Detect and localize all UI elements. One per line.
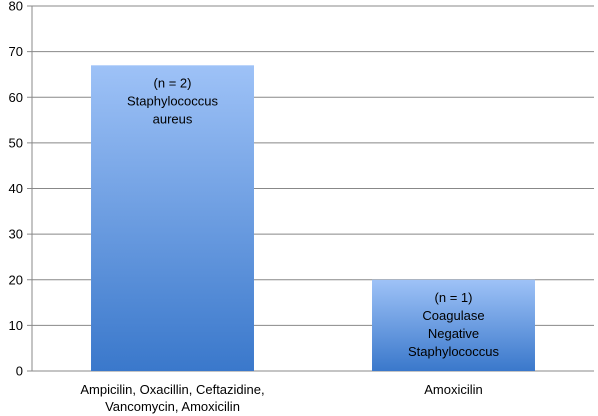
y-tick-label: 80 <box>9 0 23 14</box>
bar-data-label: (n = 2) <box>154 75 192 90</box>
y-tick-label: 20 <box>9 272 23 287</box>
x-tick-label: Amoxicilin <box>424 382 483 397</box>
y-tick-label: 50 <box>9 135 23 150</box>
x-tick-label: Vancomycin, Amoxicilin <box>105 399 240 414</box>
bar-data-label: Staphylococcus <box>127 93 219 108</box>
y-tick-label: 0 <box>16 364 23 379</box>
bar-data-label: Coagulase <box>422 308 484 323</box>
bar-data-label: Staphylococcus <box>408 344 500 359</box>
bar-data-label: (n = 1) <box>435 290 473 305</box>
bar-data-label: Negative <box>428 326 479 341</box>
x-tick-label: Ampicilin, Oxacillin, Ceftazidine, <box>80 382 264 397</box>
y-tick-label: 40 <box>9 181 23 196</box>
y-tick-label: 30 <box>9 227 23 242</box>
bar <box>91 65 254 371</box>
bars <box>91 65 535 371</box>
labels: 0 10 20 30 40 50 60 70 80 (n = 2) Staphylococcus au… <box>9 0 500 414</box>
y-tick-label: 70 <box>9 44 23 59</box>
y-tick-label: 10 <box>9 318 23 333</box>
y-tick-label: 60 <box>9 90 23 105</box>
bar-data-label: aureus <box>153 111 193 126</box>
bar <box>372 279 535 371</box>
